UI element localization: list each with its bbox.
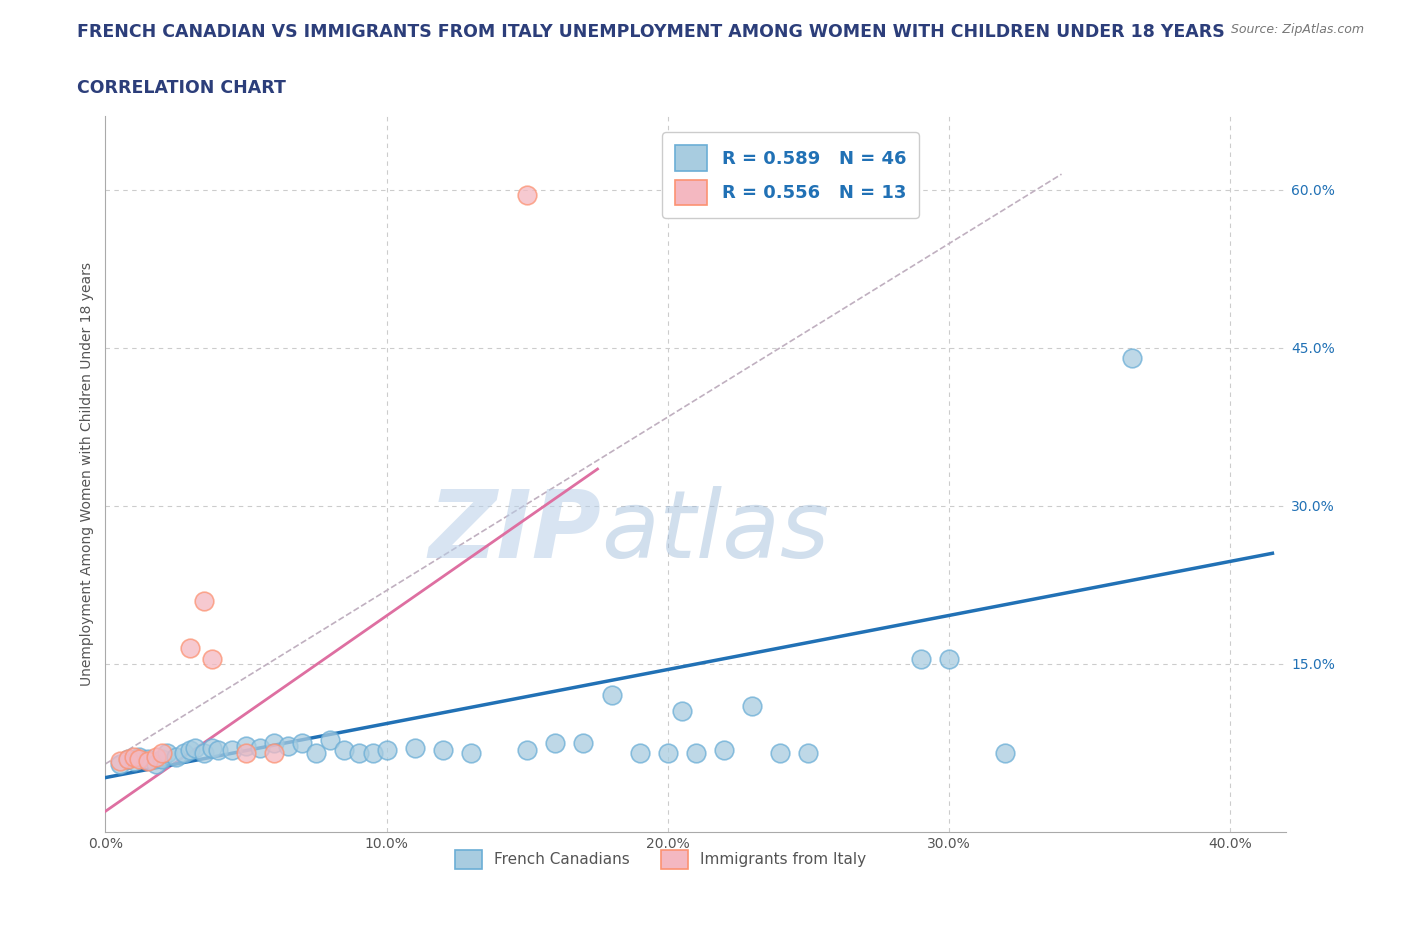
Point <box>179 743 201 758</box>
Point <box>713 743 735 758</box>
Point <box>117 751 139 766</box>
Point <box>572 736 595 751</box>
Point <box>938 651 960 666</box>
Point <box>221 743 243 758</box>
Point <box>460 746 482 761</box>
Point <box>235 746 257 761</box>
Point <box>333 743 356 758</box>
Point <box>685 746 707 761</box>
Point <box>910 651 932 666</box>
Point <box>165 749 187 764</box>
Point <box>156 746 179 761</box>
Point <box>150 751 173 766</box>
Point <box>432 743 454 758</box>
Text: atlas: atlas <box>602 486 830 578</box>
Point <box>193 746 215 761</box>
Point <box>361 746 384 761</box>
Point <box>201 651 224 666</box>
Point <box>136 751 159 766</box>
Point <box>628 746 651 761</box>
Point <box>122 749 145 764</box>
Point <box>207 743 229 758</box>
Point <box>150 746 173 761</box>
Point <box>544 736 567 751</box>
Point <box>657 746 679 761</box>
Y-axis label: Unemployment Among Women with Children Under 18 years: Unemployment Among Women with Children U… <box>80 262 94 686</box>
Point <box>249 740 271 755</box>
Text: FRENCH CANADIAN VS IMMIGRANTS FROM ITALY UNEMPLOYMENT AMONG WOMEN WITH CHILDREN : FRENCH CANADIAN VS IMMIGRANTS FROM ITALY… <box>77 23 1225 41</box>
Text: Source: ZipAtlas.com: Source: ZipAtlas.com <box>1230 23 1364 36</box>
Point <box>347 746 370 761</box>
Point <box>1121 351 1143 365</box>
Point <box>108 756 131 771</box>
Point <box>128 749 150 764</box>
Point <box>741 698 763 713</box>
Point <box>263 746 285 761</box>
Text: CORRELATION CHART: CORRELATION CHART <box>77 79 287 97</box>
Point <box>193 593 215 608</box>
Point <box>516 188 538 203</box>
Point <box>201 740 224 755</box>
Point <box>122 753 145 768</box>
Point <box>404 740 426 755</box>
Point <box>108 753 131 768</box>
Point <box>671 704 693 719</box>
Point <box>994 746 1017 761</box>
Point <box>305 746 328 761</box>
Point <box>117 751 139 766</box>
Point <box>145 749 167 764</box>
Point <box>235 738 257 753</box>
Legend: French Canadians, Immigrants from Italy: French Canadians, Immigrants from Italy <box>449 844 873 875</box>
Point <box>128 751 150 766</box>
Point <box>769 746 792 761</box>
Point <box>291 736 314 751</box>
Point <box>179 641 201 656</box>
Point <box>600 688 623 703</box>
Text: ZIP: ZIP <box>429 485 602 578</box>
Point <box>516 743 538 758</box>
Point <box>145 756 167 771</box>
Point <box>173 746 195 761</box>
Point <box>184 740 207 755</box>
Point <box>136 753 159 768</box>
Point <box>375 743 398 758</box>
Point <box>263 736 285 751</box>
Point <box>277 738 299 753</box>
Point <box>319 732 342 747</box>
Point <box>797 746 820 761</box>
